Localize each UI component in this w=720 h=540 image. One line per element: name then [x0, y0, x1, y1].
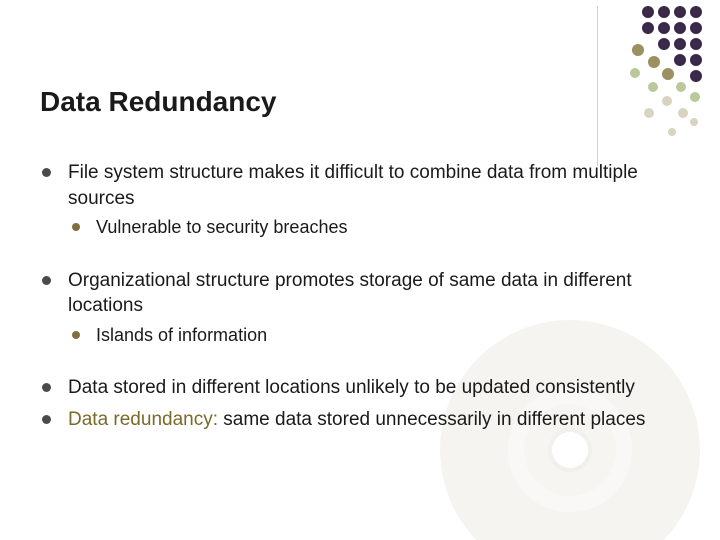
slide-title: Data Redundancy [40, 86, 277, 118]
decor-dot [674, 38, 686, 50]
bullet-list: File system structure makes it difficult… [40, 160, 680, 432]
decor-dot [690, 54, 702, 66]
decor-dot [630, 68, 640, 78]
decor-dot [674, 6, 686, 18]
decor-dot [648, 56, 660, 68]
bullet-item: Organizational structure promotes storag… [40, 268, 680, 348]
decor-dot [690, 70, 702, 82]
bullet-item: Data stored in different locations unlik… [40, 375, 680, 401]
sub-bullet-list: Vulnerable to security breaches [68, 215, 680, 239]
sub-bullet-text: Islands of information [96, 325, 267, 345]
decor-dot [632, 44, 644, 56]
bullet-lead-highlight: Data redundancy: [68, 409, 218, 430]
decor-dot [690, 6, 702, 18]
decor-dot [658, 38, 670, 50]
bullet-text: Data stored in different locations unlik… [68, 377, 635, 398]
decor-dot [642, 6, 654, 18]
bullet-text: File system structure makes it difficult… [68, 162, 638, 209]
decor-dot [690, 38, 702, 50]
decor-dot [690, 92, 700, 102]
decor-dot [676, 82, 686, 92]
decor-dots [588, 4, 708, 144]
decor-dot [648, 82, 658, 92]
slide: Data Redundancy File system structure ma… [0, 0, 720, 540]
bullet-text: Organizational structure promotes storag… [68, 270, 632, 317]
decor-dot [690, 118, 698, 126]
sub-bullet-list: Islands of information [68, 323, 680, 347]
decor-dot [668, 128, 676, 136]
decor-dot [644, 108, 654, 118]
decor-dot [662, 96, 672, 106]
sub-bullet-item: Vulnerable to security breaches [68, 215, 680, 239]
slide-body: File system structure makes it difficult… [40, 160, 680, 460]
decor-dot [674, 22, 686, 34]
sub-bullet-item: Islands of information [68, 323, 680, 347]
bullet-text: same data stored unnecessarily in differ… [218, 409, 645, 430]
decor-dot [678, 108, 688, 118]
decor-dot [642, 22, 654, 34]
decor-dot [690, 22, 702, 34]
bullet-item: Data redundancy: same data stored unnece… [40, 407, 680, 433]
decor-dot [658, 22, 670, 34]
bullet-item: File system structure makes it difficult… [40, 160, 680, 240]
sub-bullet-text: Vulnerable to security breaches [96, 217, 347, 237]
decor-dot [674, 54, 686, 66]
decor-dot [658, 6, 670, 18]
decor-dot [662, 68, 674, 80]
